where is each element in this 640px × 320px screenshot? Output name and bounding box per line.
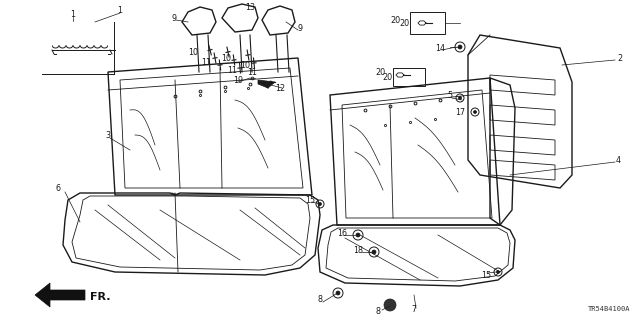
Text: 12: 12	[275, 84, 285, 92]
Text: 20: 20	[399, 19, 409, 28]
Circle shape	[319, 203, 321, 205]
Text: 16: 16	[337, 228, 347, 237]
Text: 11: 11	[247, 68, 257, 76]
Text: 1: 1	[118, 5, 122, 14]
Text: 18: 18	[353, 245, 363, 254]
Circle shape	[497, 270, 499, 274]
Text: 20: 20	[390, 15, 400, 25]
Circle shape	[458, 45, 462, 49]
Text: 8: 8	[317, 295, 323, 305]
Circle shape	[474, 110, 477, 114]
Text: 15: 15	[481, 270, 491, 279]
Circle shape	[384, 299, 396, 311]
Text: 20: 20	[375, 68, 385, 76]
Polygon shape	[258, 80, 275, 88]
Circle shape	[458, 97, 461, 100]
Text: TR54B4100A: TR54B4100A	[588, 306, 630, 312]
Text: 20: 20	[382, 73, 392, 82]
Circle shape	[336, 291, 340, 295]
Text: 4: 4	[616, 156, 621, 164]
Text: 15: 15	[305, 196, 315, 204]
Text: 17: 17	[455, 108, 465, 116]
Text: 11: 11	[201, 58, 211, 67]
Text: 3: 3	[106, 131, 111, 140]
Text: 19: 19	[233, 76, 243, 84]
Text: 10: 10	[240, 60, 250, 69]
Text: 8: 8	[376, 308, 381, 316]
Text: FR.: FR.	[90, 292, 111, 302]
Circle shape	[372, 250, 376, 254]
Text: 7: 7	[412, 306, 417, 315]
Text: 11: 11	[227, 66, 237, 75]
Polygon shape	[35, 283, 85, 307]
Text: 10: 10	[188, 47, 198, 57]
Text: 5: 5	[447, 91, 452, 100]
Text: 9: 9	[172, 13, 177, 22]
Text: 14: 14	[435, 44, 445, 52]
Bar	[410, 12, 445, 34]
Text: 9: 9	[298, 23, 303, 33]
Circle shape	[356, 233, 360, 237]
Bar	[393, 68, 425, 86]
Text: 13: 13	[245, 3, 255, 12]
Text: 6: 6	[56, 183, 61, 193]
Text: 2: 2	[618, 53, 623, 62]
Text: 1: 1	[70, 10, 76, 19]
Text: 10: 10	[221, 53, 231, 62]
